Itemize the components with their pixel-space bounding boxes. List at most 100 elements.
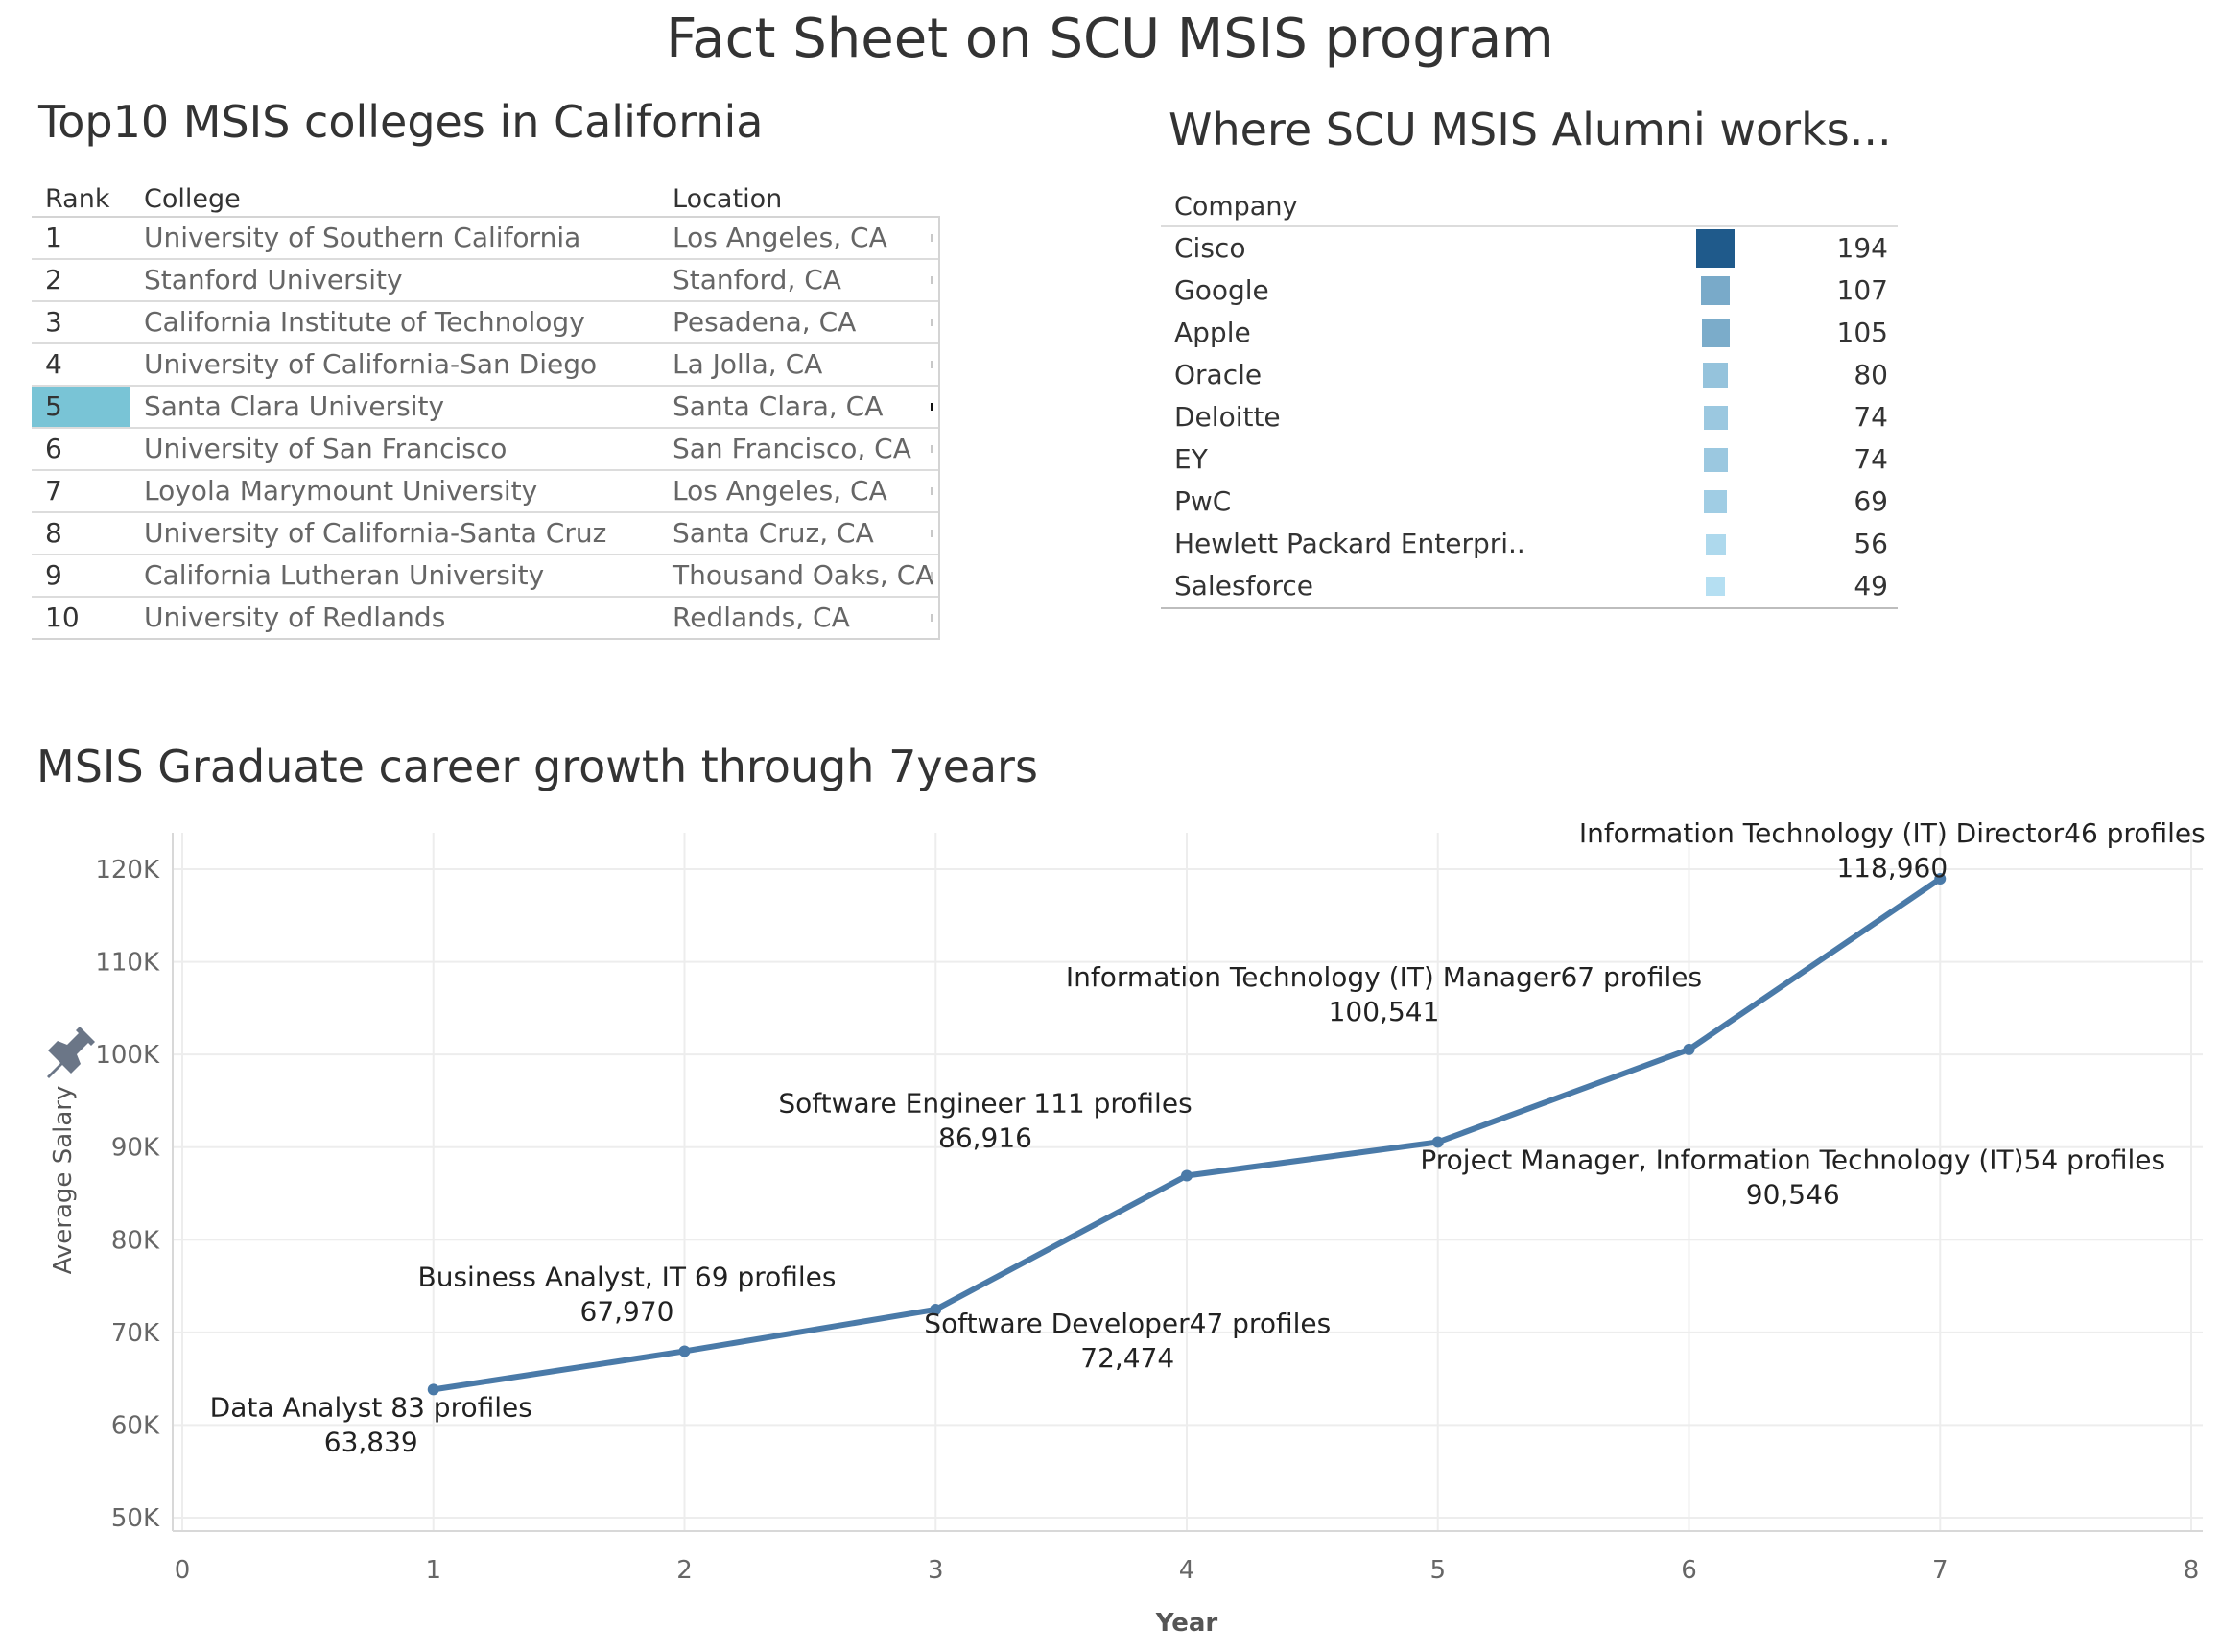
location-cell: Los Angeles, CA [673, 222, 887, 253]
company-count: 80 [1854, 359, 1888, 390]
company-count: 74 [1854, 401, 1888, 433]
y-tick-label: 80K [111, 1226, 160, 1255]
data-point[interactable] [427, 1383, 439, 1396]
company-row[interactable]: EY 74 [1161, 438, 1898, 481]
location-header[interactable]: Location [673, 184, 783, 214]
company-name: Apple [1174, 317, 1251, 348]
college-cell: University of Southern California [144, 222, 581, 253]
college-row[interactable]: 1 University of Southern California Los An… [32, 218, 938, 260]
college-cell: University of Redlands [144, 602, 446, 633]
y-tick-label: 60K [111, 1411, 160, 1440]
location-cell: Los Angeles, CA [673, 475, 887, 507]
college-row[interactable]: 5 Santa Clara University Santa Clara, CA [32, 387, 938, 429]
alumni-table: Company Cisco 194 Google 107 Apple 105 Oracle 8… [1161, 187, 1898, 609]
rank-cell: 4 [45, 348, 62, 380]
company-name: Oracle [1174, 359, 1263, 390]
company-row[interactable]: Hewlett Packard Enterpri.. 56 [1161, 523, 1898, 565]
college-row[interactable]: 2 Stanford University Stanford, CA [32, 260, 938, 302]
college-row[interactable]: 9 California Lutheran University Thousand … [32, 555, 938, 598]
college-row[interactable]: 6 University of San Francisco San Francisc… [32, 429, 938, 471]
chart-title: MSIS Graduate career growth through 7yea… [36, 741, 1038, 792]
x-tick-label: 0 [175, 1556, 191, 1585]
college-row[interactable]: 8 University of California-Santa Cruz Sant… [32, 513, 938, 555]
college-cell: Loyola Marymount University [144, 475, 538, 507]
rank-cell: 7 [45, 475, 62, 507]
college-cell: California Institute of Technology [144, 306, 585, 338]
college-cell: University of California-Santa Cruz [144, 517, 607, 549]
row-marker [931, 361, 933, 368]
college-row[interactable]: 3 California Institute of Technology Pesad… [32, 302, 938, 344]
location-cell: San Francisco, CA [673, 433, 911, 464]
data-point[interactable] [1431, 1136, 1444, 1148]
alumni-bottom-rule [1161, 607, 1898, 609]
rank-cell: 8 [45, 517, 62, 549]
data-point[interactable] [678, 1345, 691, 1357]
college-cell: University of San Francisco [144, 433, 508, 464]
x-tick-label: 3 [928, 1556, 944, 1585]
row-marker [931, 403, 933, 411]
college-row[interactable]: 10 University of Redlands Redlands, CA [32, 598, 938, 638]
y-tick-label: 120K [95, 856, 160, 885]
rank-cell: 3 [45, 306, 62, 338]
location-cell: Thousand Oaks, CA [673, 559, 934, 591]
x-axis-title: Year [1155, 1609, 1218, 1638]
count-square-mark [1696, 229, 1735, 268]
company-row[interactable]: Deloitte 74 [1161, 396, 1898, 438]
count-square-mark [1705, 533, 1726, 555]
college-cell: Santa Clara University [144, 390, 445, 422]
rank-header[interactable]: Rank [45, 184, 110, 214]
point-value-label: 63,839 [324, 1426, 418, 1457]
point-value-label: 86,916 [938, 1121, 1032, 1153]
data-point[interactable] [1181, 1169, 1193, 1182]
rank-cell: 5 [32, 387, 130, 427]
page-title: Fact Sheet on SCU MSIS program [666, 8, 1554, 70]
company-name: Hewlett Packard Enterpri.. [1174, 528, 1525, 559]
data-point[interactable] [930, 1303, 942, 1315]
rank-cell: 2 [45, 264, 62, 295]
company-row[interactable]: Google 107 [1161, 270, 1898, 312]
college-header[interactable]: College [144, 184, 241, 214]
y-tick-label: 50K [111, 1504, 160, 1533]
location-cell: Pesadena, CA [673, 306, 857, 338]
location-cell: Santa Cruz, CA [673, 517, 874, 549]
row-marker [931, 572, 933, 579]
count-square-mark [1703, 405, 1728, 430]
row-marker [931, 614, 933, 622]
row-marker [931, 445, 933, 453]
company-row[interactable]: Cisco 194 [1161, 227, 1898, 270]
point-role-label: Data Analyst 83 profiles [210, 1391, 532, 1423]
company-row[interactable]: Salesforce 49 [1161, 565, 1898, 607]
company-count: 74 [1854, 443, 1888, 475]
count-square-mark [1701, 276, 1730, 305]
colleges-title: Top10 MSIS colleges in California [38, 96, 764, 148]
point-role-label: Software Engineer 111 profiles [778, 1087, 1192, 1119]
data-point[interactable] [1683, 1043, 1695, 1055]
point-value-label: 118,960 [1836, 852, 1948, 884]
data-point[interactable] [1934, 873, 1947, 885]
company-count: 56 [1854, 528, 1888, 559]
pin-icon[interactable] [47, 1027, 95, 1078]
location-cell: Redlands, CA [673, 602, 850, 633]
colleges-body: 1 University of Southern California Los An… [32, 216, 940, 640]
location-cell: La Jolla, CA [673, 348, 823, 380]
college-cell: California Lutheran University [144, 559, 545, 591]
x-tick-label: 6 [1681, 1556, 1697, 1585]
row-marker [931, 530, 933, 537]
count-square-mark [1701, 319, 1730, 347]
point-role-label: Software Developer47 profiles [924, 1308, 1331, 1339]
x-tick-label: 5 [1429, 1556, 1446, 1585]
company-row[interactable]: Oracle 80 [1161, 354, 1898, 396]
company-row[interactable]: Apple 105 [1161, 312, 1898, 354]
company-header[interactable]: Company [1174, 192, 1298, 222]
college-row[interactable]: 4 University of California-San Diego La Jo… [32, 344, 938, 387]
college-cell: University of California-San Diego [144, 348, 598, 380]
x-tick-label: 2 [676, 1556, 693, 1585]
alumni-header-row: Company [1161, 187, 1898, 227]
college-cell: Stanford University [144, 264, 403, 295]
college-row[interactable]: 7 Loyola Marymount University Los Angeles,… [32, 471, 938, 513]
x-tick-label: 4 [1179, 1556, 1195, 1585]
x-tick-label: 7 [1932, 1556, 1948, 1585]
company-row[interactable]: PwC 69 [1161, 481, 1898, 523]
point-role-label: Information Technology (IT) Manager67 pr… [1066, 961, 1702, 993]
